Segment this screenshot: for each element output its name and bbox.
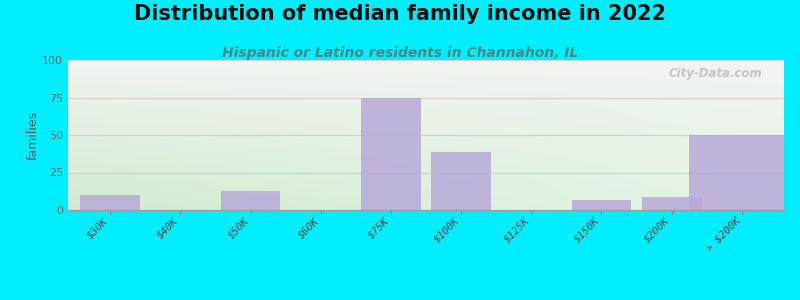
Text: Hispanic or Latino residents in Channahon, IL: Hispanic or Latino residents in Channaho… (222, 46, 578, 61)
Text: Distribution of median family income in 2022: Distribution of median family income in … (134, 4, 666, 25)
Text: City-Data.com: City-Data.com (669, 68, 762, 80)
Bar (642, 196, 702, 210)
Bar (80, 195, 140, 210)
Bar (572, 200, 631, 210)
Bar (431, 152, 491, 210)
Bar (361, 98, 421, 210)
Bar (221, 190, 280, 210)
Y-axis label: families: families (26, 110, 39, 160)
Bar (690, 135, 794, 210)
